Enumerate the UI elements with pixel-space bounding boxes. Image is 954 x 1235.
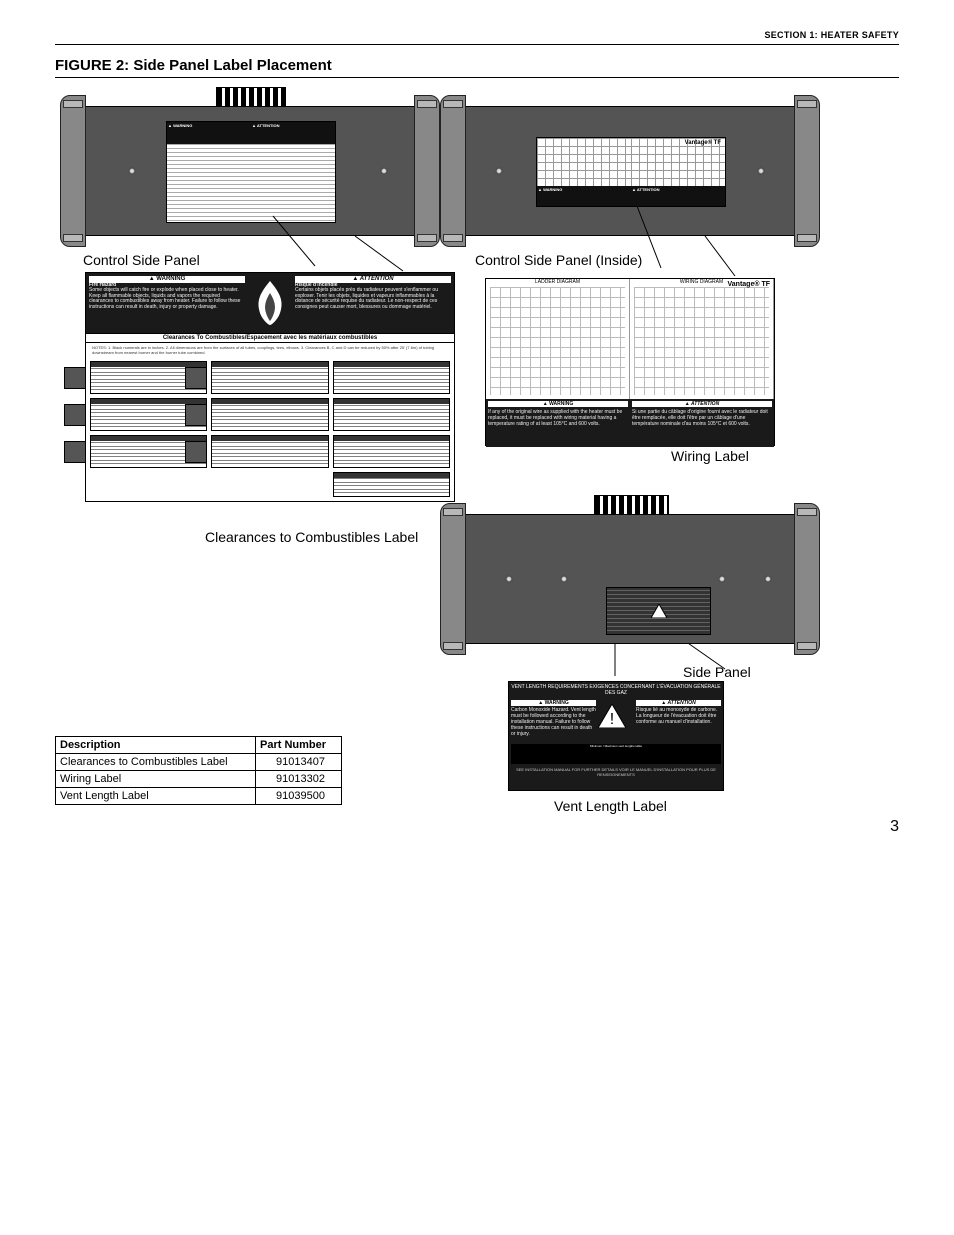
brand-text: Vantage® TF (728, 281, 771, 288)
parts-header-description: Description (56, 737, 256, 754)
caption-vent-length: Vent Length Label (554, 798, 667, 814)
figure-title: FIGURE 2: Side Panel Label Placement (55, 57, 899, 78)
table-row: Wiring Label 91013302 (56, 771, 342, 788)
vent-length-label-detail: VENT LENGTH REQUIREMENTS EXIGENCES CONCE… (508, 681, 724, 791)
parts-num: 91013407 (256, 754, 342, 771)
attention-header: ▲ ATTENTION (632, 401, 772, 407)
vent-footer: SEE INSTALLATION MANUAL FOR FURTHER DETA… (509, 766, 723, 778)
clearances-label-detail: ▲ WARNING Fire Hazard Some objects will … (85, 272, 455, 502)
parts-num: 91013302 (256, 771, 342, 788)
clearances-section-title: Clearances To Combustibles/Espacement av… (86, 333, 454, 343)
mini-data-table (211, 361, 328, 394)
warning-text-en: Some objects will catch fire or explode … (89, 287, 240, 310)
warning-header: ▲ WARNING (488, 401, 628, 407)
endcap-left (440, 95, 466, 247)
vent-thumbnail (606, 587, 711, 635)
vent-title: VENT LENGTH REQUIREMENTS EXIGENCES CONCE… (509, 682, 723, 698)
endcap-left (440, 503, 466, 655)
warning-tag: ▲ WARNING (168, 123, 192, 128)
wiring-thumbnail: ▲ WARNING ▲ ATTENTION Vantage® TF (536, 137, 726, 207)
endcap-right (414, 95, 440, 247)
attention-header: ▲ ATTENTION (636, 700, 721, 706)
mini-data-table (211, 435, 328, 468)
svg-text:!: ! (610, 711, 614, 728)
mini-label: ▲ WARNING ▲ ATTENTION (166, 121, 336, 223)
warning-tag: ▲ WARNING (538, 187, 562, 192)
vent-mini-table: Minimum / Maximum vent lengths table (511, 744, 721, 764)
parts-num: 91039500 (256, 788, 342, 805)
heater-control-inside: ▲ WARNING ▲ ATTENTION Vantage® TF (465, 106, 795, 236)
mini-data-table (333, 361, 450, 394)
wiring-label-detail: LADDER DIAGRAM WIRING DIAGRAM Vantage® T… (485, 278, 775, 446)
mini-data-table (333, 398, 450, 431)
caption-control-side: Control Side Panel (83, 252, 200, 268)
table-row: Vent Length Label 91039500 (56, 788, 342, 805)
mini-data-table (333, 472, 450, 497)
endcap-left (60, 95, 86, 247)
caption-wiring: Wiring Label (671, 448, 749, 464)
parts-desc: Wiring Label (56, 771, 256, 788)
table-row: Clearances to Combustibles Label 9101340… (56, 754, 342, 771)
attention-tag: ▲ ATTENTION (632, 187, 660, 192)
bolt-icon (505, 576, 512, 583)
heater-control-side: ▲ WARNING ▲ ATTENTION (85, 106, 415, 236)
attention-tag: ▲ ATTENTION (252, 123, 280, 128)
parts-desc: Vent Length Label (56, 788, 256, 805)
triangle-warning-icon: ! (598, 704, 626, 728)
bolt-icon (128, 168, 135, 175)
bolt-icon (758, 168, 765, 175)
parts-header-partnum: Part Number (256, 737, 342, 754)
caption-control-inside: Control Side Panel (Inside) (475, 252, 642, 268)
ladder-diagram-caption: LADDER DIAGRAM (486, 279, 629, 285)
bolt-icon (495, 168, 502, 175)
page-number: 3 (890, 818, 899, 836)
vent-grille (594, 495, 669, 515)
caption-side-panel: Side Panel (683, 664, 751, 680)
bolt-icon (764, 576, 771, 583)
brand-text: Vantage® TF (685, 140, 721, 146)
warning-text-fr: Certains objets placés près du radiateur… (295, 287, 438, 310)
triangle-warning-icon (651, 604, 667, 618)
figure-area: ▲ WARNING ▲ ATTENTION ▲ (55, 86, 899, 816)
parts-desc: Clearances to Combustibles Label (56, 754, 256, 771)
endcap-right (794, 503, 820, 655)
flame-icon (250, 279, 290, 327)
parts-table: Description Part Number Clearances to Co… (55, 736, 342, 805)
warning-header: ▲ WARNING (511, 700, 596, 706)
vent-grille (216, 87, 286, 107)
heater-side-panel (465, 514, 795, 644)
mini-data-table (211, 398, 328, 431)
endcap-right (794, 95, 820, 247)
section-header: SECTION 1: HEATER SAFETY (55, 30, 899, 45)
bolt-icon (718, 576, 725, 583)
bolt-icon (561, 576, 568, 583)
caption-clearances: Clearances to Combustibles Label (205, 529, 418, 545)
bolt-icon (381, 168, 388, 175)
mini-data-table (333, 435, 450, 468)
